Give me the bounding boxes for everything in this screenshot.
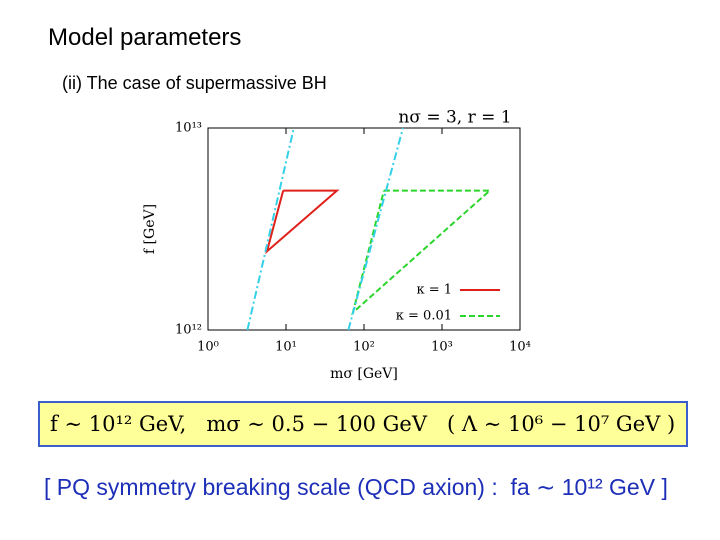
chart: nσ = 3, r = 1 mσ [GeV] f [GeV] 10⁰ 10¹ 10²… (142, 108, 531, 383)
note: [ PQ symmetry breaking scale (QCD axion)… (44, 474, 668, 500)
y-tick-label: 10¹² (175, 323, 202, 338)
plot-frame (207, 127, 521, 331)
y-tick-label: 10¹³ (175, 121, 202, 136)
x-tick-label: 10⁰ (197, 340, 219, 355)
formula-box: f ∼ 10¹² GeV, mσ ∼ 0.5 − 100 GeV ( Λ ∼ 1… (38, 401, 688, 447)
legend-label: κ = 1 (416, 283, 452, 298)
legend-label: κ = 0.01 (396, 309, 452, 324)
x-tick-label: 10² (353, 340, 375, 355)
x-tick-label: 10³ (431, 340, 453, 355)
series-line (265, 189, 340, 255)
slide-subtitle: (ii) The case of supermassive BH (62, 73, 327, 93)
y-axis-label: f [GeV] (142, 204, 158, 254)
series-line (246, 127, 295, 331)
x-tick-label: 10⁴ (509, 340, 531, 355)
chart-title: nσ = 3, r = 1 (398, 108, 511, 128)
series-line (347, 127, 404, 331)
x-axis-label: mσ [GeV] (330, 366, 398, 382)
slide-title: Model parameters (48, 24, 242, 51)
series-line (351, 189, 493, 316)
x-tick-label: 10¹ (275, 340, 297, 355)
